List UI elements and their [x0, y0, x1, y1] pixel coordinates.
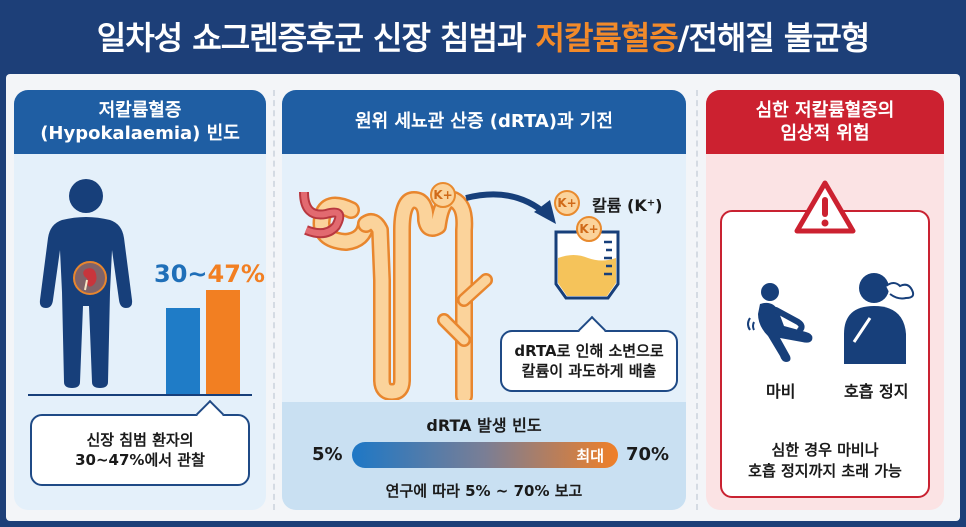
- page-title: 일차성 쇼그렌증후군 신장 침범과 저칼륨혈증 /전해질 불균형: [0, 0, 966, 72]
- frequency-max-label: 70%: [626, 444, 670, 465]
- title-suffix: /전해질 불균형: [677, 19, 870, 57]
- risk-box: 마비 호흡 정지 심한 경우 마비나 호흡 정지까지 초래 가능: [720, 210, 930, 498]
- stat-high: 47%: [207, 260, 265, 288]
- frequency-min-label: 5%: [312, 444, 343, 465]
- panel-title-line2: (Hypokalaemia) 빈도: [40, 123, 240, 144]
- frequency-bars: [166, 290, 256, 394]
- risk-note-line1: 심한 경우 마비나: [771, 441, 879, 459]
- risk-item-respiratory-arrest: 호흡 정지: [844, 382, 909, 401]
- title-highlight: 저칼륨혈증: [535, 19, 679, 57]
- person-silhouette-icon: [39, 179, 133, 388]
- frequency-bar-max-text: 최대: [576, 447, 604, 465]
- drta-panel: 원위 세뇨관 산증 (dRTA)과 기전 K+: [282, 90, 686, 510]
- risk-item-paralysis: 마비: [766, 382, 796, 401]
- potassium-ion-icon: K+: [430, 182, 456, 208]
- paralysis-icon: [747, 283, 813, 362]
- potassium-ion-icon: K+: [554, 190, 580, 216]
- panel-title-line1: 저칼륨혈증: [98, 99, 182, 121]
- callout-line2: 30~47%에서 관찰: [75, 451, 205, 469]
- kidney-icon: [73, 261, 107, 295]
- urine-container-icon: [554, 230, 620, 300]
- risk-panel-header: 심한 저칼륨혈증의 임상적 위험: [706, 90, 944, 154]
- risk-panel: 심한 저칼륨혈증의 임상적 위험 마비 호흡 정지: [706, 90, 944, 510]
- risk-note-line2: 호흡 정지까지 초래 가능: [748, 462, 902, 480]
- drta-callout: dRTA로 인해 소변으로 칼륨이 과도하게 배출: [500, 315, 678, 392]
- respiratory-arrest-icon: [844, 273, 915, 364]
- hypokalaemia-callout: 신장 침범 환자의 30~47%에서 관찰: [30, 399, 250, 486]
- drta-panel-header: 원위 세뇨관 산증 (dRTA)과 기전: [282, 90, 686, 154]
- panel-divider: [273, 90, 275, 510]
- hypokalaemia-panel-header: 저칼륨혈증 (Hypokalaemia) 빈도: [14, 90, 266, 154]
- warning-icon: [794, 180, 856, 234]
- drta-frequency-section: dRTA 발생 빈도 5% 최대 70% 연구에 따라 5% ~ 70% 보고: [282, 402, 686, 510]
- potassium-ion-icon: K+: [576, 216, 602, 242]
- title-prefix: 일차성 쇼그렌증후군 신장 침범과: [96, 19, 536, 57]
- frequency-range-bar: 최대: [352, 442, 618, 468]
- callout-line1: 신장 침범 환자의: [86, 430, 194, 449]
- callout-line2: 칼륨이 과도하게 배출: [521, 362, 657, 380]
- hypokalaemia-stat: 30~47%: [154, 260, 265, 288]
- panel-title-line1: 심한 저칼륨혈증의: [755, 99, 895, 121]
- hypokalaemia-panel: 저칼륨혈증 (Hypokalaemia) 빈도 30~47%: [14, 90, 266, 510]
- arrow-icon: [465, 191, 556, 224]
- risk-note: 심한 경우 마비나 호흡 정지까지 초래 가능: [722, 440, 928, 482]
- bar-low: [166, 308, 200, 394]
- panel-title: 원위 세뇨관 산증 (dRTA)과 기전: [355, 111, 613, 133]
- bar-high: [206, 290, 240, 394]
- baseline-divider: [28, 394, 252, 396]
- potassium-legend: 칼륨 (K⁺): [592, 196, 663, 215]
- content-area: 저칼륨혈증 (Hypokalaemia) 빈도 30~47%: [6, 74, 960, 521]
- panel-title-line2: 임상적 위험: [780, 123, 870, 144]
- panel-divider: [696, 90, 698, 510]
- frequency-note: 연구에 따라 5% ~ 70% 보고: [385, 482, 583, 500]
- frequency-title: dRTA 발생 빈도: [426, 416, 542, 435]
- callout-line1: dRTA로 인해 소변으로: [514, 341, 664, 360]
- glomerulus-icon: [299, 191, 345, 239]
- callout-pointer: [195, 399, 225, 429]
- stat-low: 30~: [154, 260, 208, 288]
